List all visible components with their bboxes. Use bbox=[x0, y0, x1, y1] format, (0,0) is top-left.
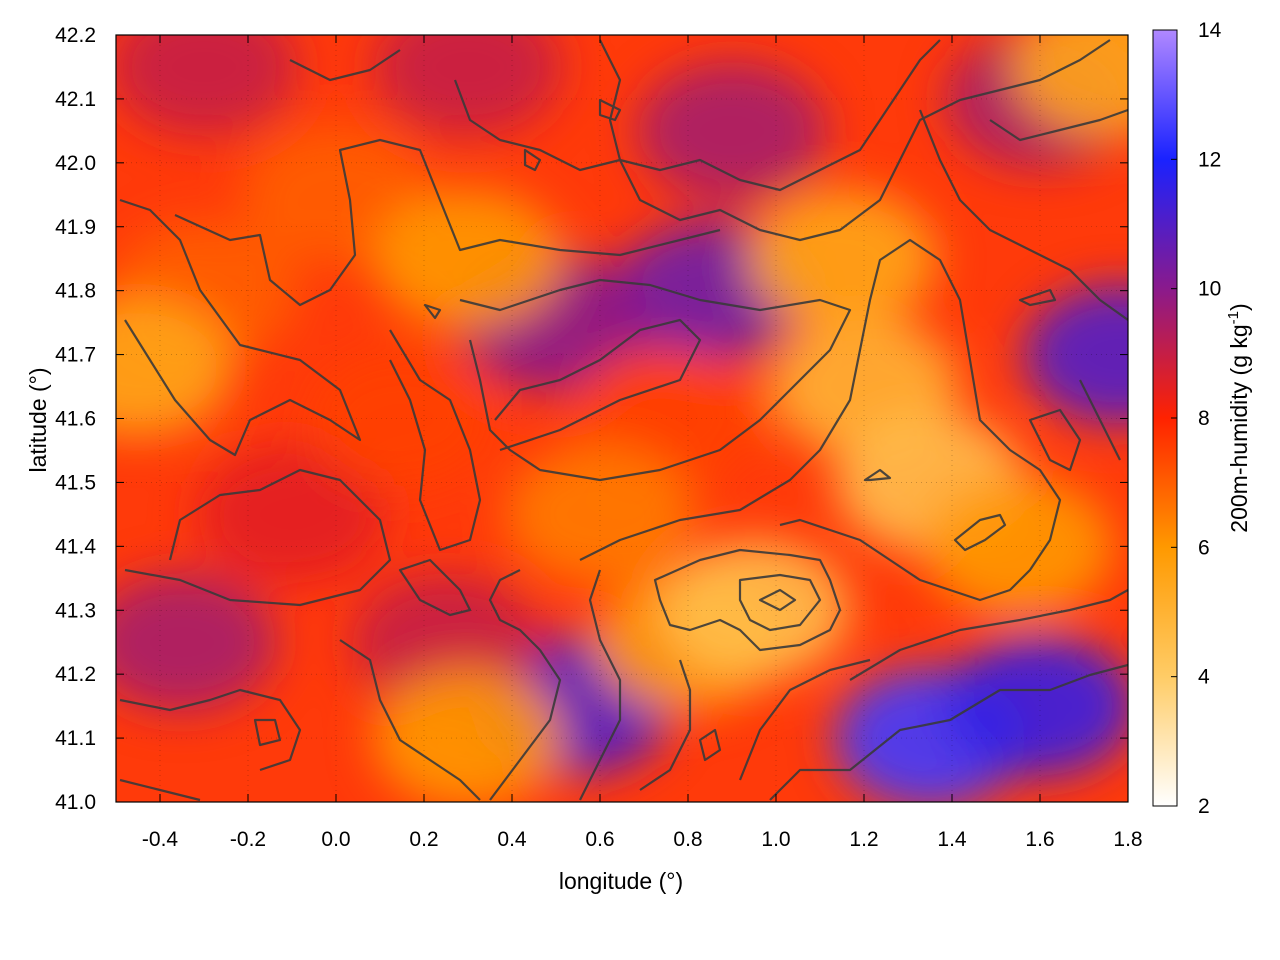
contour-line bbox=[459, 278, 852, 482]
colorbar-tick-label: 10 bbox=[1198, 278, 1221, 301]
contour-line bbox=[389, 329, 482, 552]
contour-line bbox=[488, 569, 562, 801]
contour-line bbox=[758, 588, 797, 612]
x-tick-label: 0.8 bbox=[673, 828, 702, 851]
colorbar-tick-label: 6 bbox=[1198, 536, 1210, 559]
contour-line bbox=[918, 109, 1128, 321]
contour-line bbox=[453, 39, 941, 192]
contour-line bbox=[124, 468, 392, 607]
contour-line bbox=[989, 108, 1128, 142]
contour-line bbox=[289, 49, 401, 82]
heatmap-cell bbox=[637, 60, 827, 201]
contour-line bbox=[598, 98, 622, 122]
x-tick-label: 1.8 bbox=[1113, 828, 1142, 851]
colorbar-tick-label: 12 bbox=[1198, 148, 1221, 171]
heatmap-cell bbox=[116, 297, 233, 438]
x-tick-label: -0.4 bbox=[142, 828, 179, 851]
heatmap-cell bbox=[373, 188, 563, 329]
y-tick-label: 41.9 bbox=[55, 216, 96, 239]
colorbar-title-end: ) bbox=[1226, 303, 1252, 311]
heatmap-cell bbox=[116, 35, 299, 137]
x-tick-label: 0.2 bbox=[409, 828, 438, 851]
y-tick-label: 41.8 bbox=[55, 280, 96, 303]
contour-line bbox=[849, 589, 1128, 681]
y-tick-label: 41.1 bbox=[55, 727, 96, 750]
x-tick-label: 0.0 bbox=[321, 828, 350, 851]
y-tick-label: 41.6 bbox=[55, 408, 96, 431]
y-axis-title: latitude (°) bbox=[25, 367, 51, 472]
contour-line bbox=[953, 513, 1007, 552]
contour-line bbox=[639, 659, 692, 791]
heatmap-cell bbox=[945, 636, 1128, 777]
colorbar-tick-label: 2 bbox=[1198, 795, 1210, 818]
contour-line bbox=[599, 39, 1111, 242]
contour-line bbox=[1079, 379, 1121, 461]
y-tick-label: 42.2 bbox=[55, 24, 96, 47]
y-tick-label: 41.2 bbox=[55, 663, 96, 686]
contour-line bbox=[579, 569, 622, 801]
contour-line bbox=[174, 138, 721, 307]
contour-line bbox=[523, 148, 542, 172]
y-tick-label: 41.4 bbox=[55, 535, 96, 558]
y-tick-label: 41.3 bbox=[55, 599, 96, 622]
y-tick-label: 41.5 bbox=[55, 471, 96, 494]
contour-line bbox=[253, 718, 282, 747]
contour-line bbox=[339, 639, 481, 801]
heatmap-cell bbox=[373, 668, 563, 802]
contour-line bbox=[579, 238, 1062, 602]
heatmap-cell bbox=[373, 35, 563, 137]
x-axis: -0.4 -0.2 0.0 0.2 0.4 0.6 0.8 1.0 1.2 1.4 1.6 1.8 bbox=[142, 35, 1143, 851]
colorbar-title: 200m-humidity (g kg-1) bbox=[1225, 303, 1252, 532]
heatmap-cell bbox=[1024, 284, 1128, 425]
contour-line bbox=[653, 548, 842, 652]
colorbar: 2 4 6 8 10 12 14 200m-humidity (g kg-1) bbox=[1152, 19, 1252, 818]
x-tick-label: 1.2 bbox=[849, 828, 878, 851]
x-tick-label: 1.0 bbox=[761, 828, 790, 851]
heatmap-cell bbox=[923, 476, 1113, 617]
heatmap-cell bbox=[116, 572, 277, 713]
heatmap-field bbox=[116, 35, 1128, 802]
y-tick-label: 42.1 bbox=[55, 88, 96, 111]
heatmap-cell bbox=[307, 348, 497, 489]
colorbar-tick-label: 8 bbox=[1198, 407, 1210, 430]
contour-line bbox=[738, 573, 822, 632]
colorbar-title-superscript: -1 bbox=[1225, 311, 1242, 324]
colorbar-tick-label: 4 bbox=[1198, 666, 1210, 689]
x-tick-label: 1.6 bbox=[1025, 828, 1054, 851]
y-tick-label: 41.7 bbox=[55, 344, 96, 367]
x-tick-label: -0.2 bbox=[230, 828, 266, 851]
contour-line bbox=[1028, 408, 1082, 472]
colorbar-tick-label: 14 bbox=[1198, 19, 1222, 42]
heatmap-cell bbox=[1011, 35, 1128, 137]
contour-lines bbox=[119, 39, 1128, 802]
contour-line bbox=[863, 468, 892, 482]
contour-line bbox=[769, 663, 1128, 801]
contour-line bbox=[698, 728, 722, 762]
contour-line bbox=[119, 778, 201, 802]
x-tick-label: 0.6 bbox=[585, 828, 614, 851]
contour-line bbox=[423, 303, 442, 320]
x-axis-title: longitude (°) bbox=[559, 868, 683, 894]
heatmap-cell bbox=[505, 444, 695, 585]
x-tick-label: 0.4 bbox=[497, 828, 527, 851]
colorbar-ticks: 2 4 6 8 10 12 14 bbox=[1171, 19, 1222, 818]
contour-line bbox=[1018, 288, 1057, 307]
contour-line bbox=[119, 198, 362, 457]
contour-line bbox=[398, 558, 472, 617]
y-tick-label: 42.0 bbox=[55, 152, 96, 175]
y-tick-label: 41.0 bbox=[55, 791, 96, 814]
contour-line bbox=[119, 688, 302, 772]
contour-line bbox=[494, 318, 702, 452]
contour-line bbox=[738, 658, 871, 781]
y-axis: 41.0 41.1 41.2 41.3 41.4 41.5 41.6 41.7 41.8 41.9… bbox=[55, 24, 1128, 814]
x-tick-label: 1.4 bbox=[937, 828, 967, 851]
heatmap-cell bbox=[747, 188, 937, 329]
colorbar-title-main: 200m-humidity (g kg bbox=[1226, 324, 1252, 532]
